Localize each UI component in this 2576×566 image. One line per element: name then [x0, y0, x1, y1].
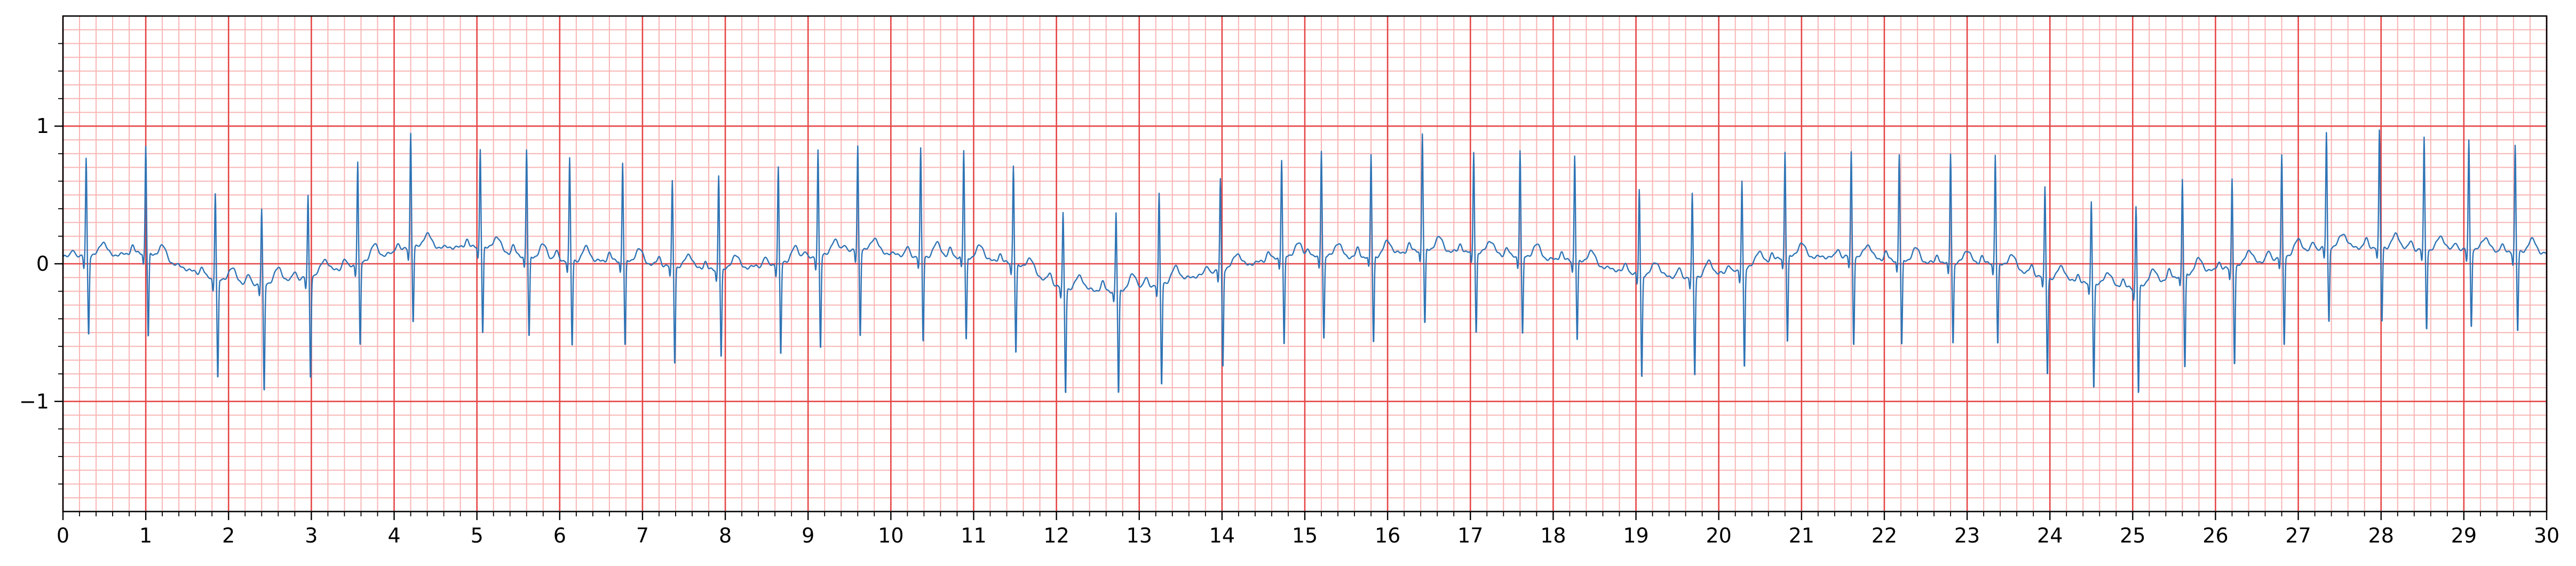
x-tick-label: 22 — [1872, 524, 1897, 547]
x-tick-label: 5 — [471, 524, 484, 547]
x-tick-label: 7 — [636, 524, 649, 547]
x-tick-label: 25 — [2120, 524, 2145, 547]
x-tick-label: 23 — [1954, 524, 1980, 547]
x-tick-label: 15 — [1292, 524, 1318, 547]
x-tick-label: 16 — [1375, 524, 1400, 547]
x-tick-label: 11 — [961, 524, 986, 547]
x-tick-label: 6 — [553, 524, 566, 547]
x-tick-label: 19 — [1623, 524, 1648, 547]
y-tick-label: 1 — [36, 114, 49, 138]
x-tick-label: 12 — [1043, 524, 1069, 547]
x-tick-label: 10 — [878, 524, 903, 547]
x-tick-label: 8 — [719, 524, 732, 547]
x-tick-label: 14 — [1209, 524, 1235, 547]
x-tick-label: 24 — [2037, 524, 2063, 547]
y-tick-label: 0 — [36, 252, 49, 276]
y-tick-label: −1 — [19, 390, 49, 413]
x-tick-label: 30 — [2534, 524, 2559, 547]
x-tick-label: 9 — [802, 524, 814, 547]
x-tick-label: 2 — [222, 524, 235, 547]
signal-layer — [62, 129, 2547, 393]
x-tick-label: 0 — [57, 524, 69, 547]
x-tick-label: 20 — [1706, 524, 1731, 547]
x-tick-label: 13 — [1127, 524, 1152, 547]
x-tick-label: 1 — [139, 524, 152, 547]
x-tick-label: 28 — [2368, 524, 2394, 547]
x-tick-label: 21 — [1789, 524, 1814, 547]
ecg-trace — [62, 129, 2547, 393]
major-grid — [62, 16, 2548, 512]
x-tick-label: 27 — [2285, 524, 2311, 547]
x-tick-label: 3 — [305, 524, 318, 547]
x-tick-label: 17 — [1457, 524, 1483, 547]
x-tick-label: 18 — [1540, 524, 1566, 547]
x-tick-label: 29 — [2451, 524, 2477, 547]
axes-layer: 0 1 2 3 4 5 6 7 8 9 10 11 12 13 14 15 16 17 18 19 20 21 22 23 24… — [19, 15, 2559, 547]
x-tick-label: 4 — [387, 524, 400, 547]
x-tick-label: 26 — [2202, 524, 2228, 547]
